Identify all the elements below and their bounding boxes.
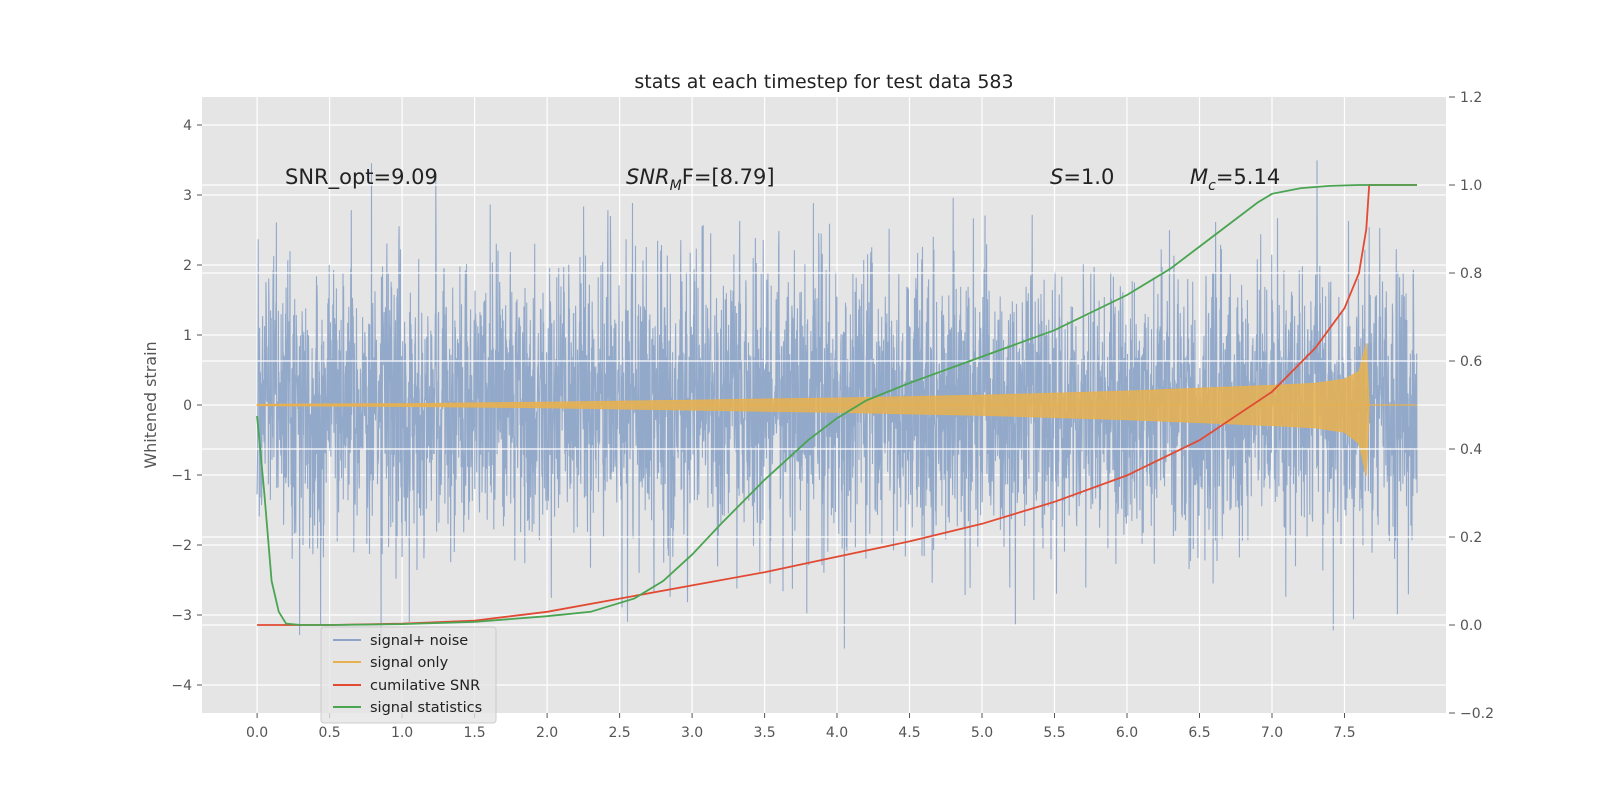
y-axis-label: Whitened strain	[141, 341, 160, 468]
x-tick-label: 0.0	[246, 725, 268, 741]
signal-statistics-line	[256, 184, 1417, 626]
annotation-snr-mf: SNRMF=[8.79]	[626, 165, 775, 194]
cumulative-snr-line	[257, 184, 1417, 626]
y-tick-label: 2	[183, 258, 192, 274]
x-tick-label: 6.0	[1116, 725, 1138, 741]
x-tick-label: 5.5	[1043, 725, 1065, 741]
y2-tick-label: 1.2	[1460, 90, 1482, 106]
y2-tick-label: 0.4	[1460, 442, 1482, 458]
y-tick-label: −3	[171, 608, 192, 624]
x-tick-label: 0.5	[318, 725, 340, 741]
x-tick-label: 7.5	[1333, 725, 1355, 741]
x-axis: 0.0 0.5 1.0 1.5 2.0 2.5 3.0 3.5 4.0 4.5 5.0 5.5 6.0 6…	[246, 713, 1356, 741]
annotation-snr-opt: SNR_opt=9.09	[285, 165, 438, 190]
annotation-s: S=1.0	[1050, 165, 1114, 189]
chart-title: stats at each timestep for test data 583	[634, 71, 1013, 93]
y2-axis: −0.2 0.0 0.2 0.4 0.6 0.8 1.0 1.2	[1449, 90, 1494, 722]
y2-tick-label: 1.0	[1460, 178, 1482, 194]
y-tick-label: 3	[183, 188, 192, 204]
legend-label-signal-statistics: signal statistics	[370, 700, 482, 716]
x-tick-label: 2.0	[536, 725, 558, 741]
x-tick-label: 7.0	[1261, 725, 1283, 741]
noise-trace	[256, 160, 1418, 649]
legend-label-signal-only: signal only	[370, 655, 449, 671]
y2-tick-label: 0.0	[1460, 618, 1482, 634]
y2-tick-label: 0.8	[1460, 266, 1482, 282]
y-tick-label: −4	[171, 678, 192, 694]
y-tick-label: 0	[183, 398, 192, 414]
x-tick-label: 6.5	[1188, 725, 1210, 741]
series-signal-noise	[256, 160, 1418, 649]
x-tick-label: 4.5	[898, 725, 920, 741]
y-tick-label: −1	[171, 468, 192, 484]
y2-tick-label: 0.6	[1460, 354, 1482, 370]
legend-label-cumulative-snr: cumilative SNR	[370, 678, 480, 694]
x-tick-label: 5.0	[971, 725, 993, 741]
x-tick-label: 1.5	[463, 725, 485, 741]
x-tick-label: 4.0	[826, 725, 848, 741]
x-tick-label: 1.0	[391, 725, 413, 741]
legend: signal+ noise signal only cumilative SNR…	[320, 626, 497, 724]
series-lines	[202, 184, 1446, 626]
annotation-mc: Mc=5.14	[1190, 165, 1280, 194]
y-tick-label: 1	[183, 328, 192, 344]
y2-tick-label: 0.2	[1460, 530, 1482, 546]
x-tick-label: 3.5	[753, 725, 775, 741]
y-tick-label: −2	[171, 538, 192, 554]
y-axis: −4 −3 −2 −1 0 1 2 3 4	[171, 118, 202, 694]
y2-tick-label: −0.2	[1460, 706, 1494, 722]
series-signal-only	[256, 343, 1417, 476]
x-tick-label: 3.0	[681, 725, 703, 741]
x-tick-label: 2.5	[608, 725, 630, 741]
legend-box	[320, 626, 497, 724]
legend-label-signal-noise: signal+ noise	[370, 633, 468, 649]
y-tick-label: 4	[183, 118, 192, 134]
